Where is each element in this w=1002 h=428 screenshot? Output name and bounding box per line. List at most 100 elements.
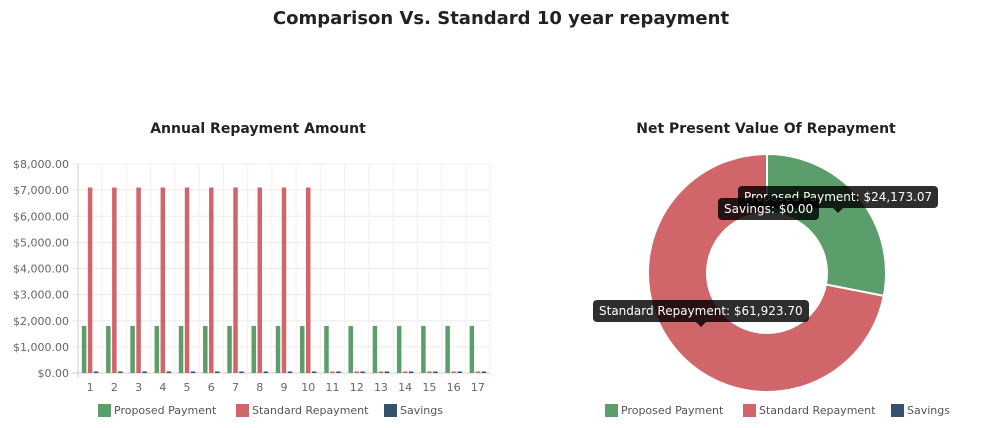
y-tick-label: $8,000.00: [13, 158, 69, 171]
legend-label-proposed: Proposed Payment: [621, 404, 724, 417]
bar-standard-repayment[interactable]: [184, 187, 190, 373]
bar-savings[interactable]: [481, 371, 487, 374]
bar-standard-repayment[interactable]: [378, 371, 384, 374]
bar-proposed-payment[interactable]: [469, 325, 475, 373]
y-tick-label: $2,000.00: [13, 315, 69, 328]
bar-savings[interactable]: [408, 371, 414, 374]
bar-proposed-payment[interactable]: [348, 325, 353, 373]
legend-item-savings[interactable]: Savings: [384, 404, 443, 417]
slice-standard-repayment[interactable]: [647, 152, 885, 393]
x-tick-label: 3: [135, 381, 142, 394]
bar-proposed-payment[interactable]: [445, 325, 450, 373]
bar-chart-title: Annual Repayment Amount: [150, 121, 366, 137]
bar-proposed-payment[interactable]: [421, 325, 426, 373]
legend-swatch-savings: [384, 404, 397, 417]
x-tick-label: 6: [208, 381, 215, 394]
pie-chart-title: Net Present Value Of Repayment: [636, 121, 896, 137]
slice-proposed-payment[interactable]: [766, 152, 887, 298]
bar-savings[interactable]: [336, 371, 341, 374]
bar-standard-repayment[interactable]: [233, 187, 238, 373]
bar-standard-repayment[interactable]: [160, 187, 166, 373]
bar-standard-repayment[interactable]: [475, 371, 481, 374]
bar-standard-repayment[interactable]: [330, 371, 335, 374]
bar-chart-legend: Proposed Payment Standard Repayment Savi…: [0, 404, 520, 420]
legend-swatch-standard: [236, 404, 249, 417]
legend-swatch-proposed: [98, 404, 111, 417]
legend-item-proposed[interactable]: Proposed Payment: [98, 404, 216, 417]
legend-item-standard[interactable]: Standard Repayment: [743, 404, 875, 417]
x-tick-label: 14: [398, 381, 412, 394]
legend-item-standard[interactable]: Standard Repayment: [236, 404, 368, 417]
bar-standard-repayment[interactable]: [451, 371, 456, 374]
x-tick-label: 10: [301, 381, 315, 394]
x-tick-label: 9: [281, 381, 288, 394]
bar-savings[interactable]: [166, 371, 172, 374]
bar-standard-repayment[interactable]: [136, 187, 141, 373]
bar-savings[interactable]: [311, 371, 317, 374]
bar-standard-repayment[interactable]: [402, 371, 408, 374]
bar-savings[interactable]: [384, 371, 390, 374]
x-tick-label: 13: [374, 381, 388, 394]
x-tick-label: 16: [447, 381, 461, 394]
bar-proposed-payment[interactable]: [299, 325, 305, 373]
bar-proposed-payment[interactable]: [396, 325, 402, 373]
y-tick-label: $0.00: [38, 367, 70, 380]
x-tick-label: 11: [325, 381, 339, 394]
x-tick-label: 15: [422, 381, 436, 394]
bar-savings[interactable]: [433, 371, 438, 374]
bar-standard-repayment[interactable]: [281, 187, 287, 373]
bar-proposed-payment[interactable]: [81, 325, 87, 373]
bar-savings[interactable]: [118, 371, 123, 374]
bar-proposed-payment[interactable]: [154, 325, 160, 373]
x-tick-label: 12: [350, 381, 364, 394]
bar-proposed-payment[interactable]: [203, 325, 208, 373]
y-tick-label: $4,000.00: [13, 263, 69, 276]
y-tick-label: $5,000.00: [13, 236, 69, 249]
legend-item-savings[interactable]: Savings: [891, 404, 950, 417]
y-tick-label: $1,000.00: [13, 341, 69, 354]
bar-savings[interactable]: [142, 371, 147, 374]
bar-proposed-payment[interactable]: [106, 325, 111, 373]
bar-savings[interactable]: [360, 371, 365, 374]
x-tick-label: 4: [159, 381, 166, 394]
bar-proposed-payment[interactable]: [275, 325, 281, 373]
legend-swatch-savings: [891, 404, 904, 417]
bar-standard-repayment[interactable]: [427, 371, 432, 374]
annual-repayment-chart: Annual Repayment Amount $0.00 $1,000.00 $2…: [0, 112, 520, 428]
y-tick-label: $7,000.00: [13, 184, 69, 197]
bar-proposed-payment[interactable]: [251, 325, 257, 373]
x-tick-label: 2: [111, 381, 118, 394]
bar-savings[interactable]: [263, 371, 269, 374]
legend-label-proposed: Proposed Payment: [114, 404, 217, 417]
legend-item-proposed[interactable]: Proposed Payment: [605, 404, 723, 417]
bar-savings[interactable]: [215, 371, 220, 374]
bar-standard-repayment[interactable]: [305, 187, 311, 373]
bar-proposed-payment[interactable]: [227, 325, 232, 373]
bar-proposed-payment[interactable]: [372, 325, 378, 373]
bar-standard-repayment[interactable]: [354, 371, 359, 374]
pie-chart-legend: Proposed Payment Standard Repayment Savi…: [520, 404, 1002, 420]
legend-label-standard: Standard Repayment: [252, 404, 369, 417]
bar-proposed-payment[interactable]: [178, 325, 184, 373]
x-tick-label: 7: [232, 381, 239, 394]
bar-standard-repayment[interactable]: [87, 187, 93, 373]
bar-proposed-payment[interactable]: [324, 325, 329, 373]
x-tick-label: 1: [87, 381, 94, 394]
legend-label-savings: Savings: [400, 404, 443, 417]
page-title: Comparison Vs. Standard 10 year repaymen…: [272, 8, 730, 29]
bar-savings[interactable]: [287, 371, 293, 374]
bar-standard-repayment[interactable]: [112, 187, 117, 373]
bar-standard-repayment[interactable]: [209, 187, 214, 373]
y-tick-label: $6,000.00: [13, 210, 69, 223]
bar-savings[interactable]: [239, 371, 244, 374]
y-tick-label: $3,000.00: [13, 289, 69, 302]
bar-proposed-payment[interactable]: [130, 325, 135, 373]
doughnut-chart-svg: [647, 152, 887, 393]
legend-label-standard: Standard Repayment: [759, 404, 876, 417]
npv-repayment-chart: Net Present Value Of Repayment Proposed …: [520, 112, 1002, 428]
x-tick-label: 5: [184, 381, 191, 394]
bar-savings[interactable]: [93, 371, 99, 374]
bar-standard-repayment[interactable]: [257, 187, 263, 373]
bar-savings[interactable]: [457, 371, 462, 374]
bar-savings[interactable]: [190, 371, 196, 374]
